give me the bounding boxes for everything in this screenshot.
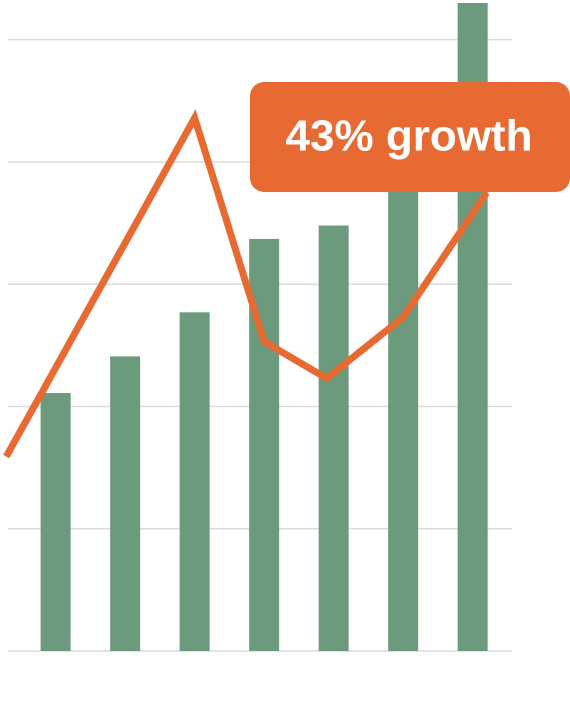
bar <box>179 312 210 651</box>
bar <box>318 225 349 651</box>
annotation-box <box>250 82 570 192</box>
annotation-text: 43% growth <box>286 112 533 161</box>
bar <box>388 177 419 651</box>
bar <box>40 393 71 651</box>
trend-line <box>3 109 490 459</box>
bar <box>110 356 141 651</box>
